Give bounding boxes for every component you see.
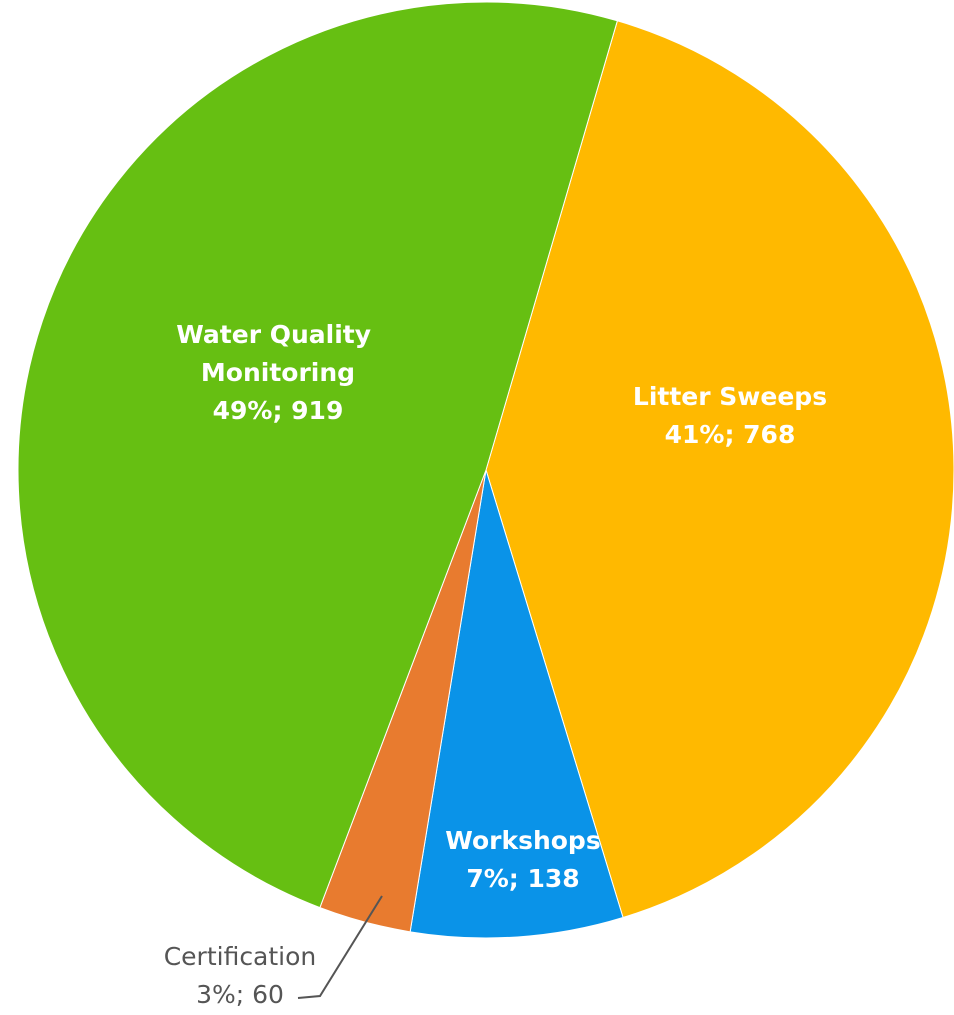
slice-label-value: 41%; 768	[665, 420, 796, 449]
pie-slice	[409, 469, 624, 939]
slice-label-name: Water Quality Monitoring	[176, 320, 380, 387]
slice-label-value: 3%; 60	[196, 980, 284, 1009]
slice-label-name: Litter Sweeps	[633, 382, 827, 411]
slice-label-value: 7%; 138	[466, 864, 579, 893]
leader-line	[297, 895, 383, 999]
slice-label-name: Workshops	[445, 826, 600, 855]
slice-label-name: Certification	[164, 942, 317, 971]
slice-label-value: 49%; 919	[213, 396, 344, 425]
pie-slice	[17, 1, 618, 909]
